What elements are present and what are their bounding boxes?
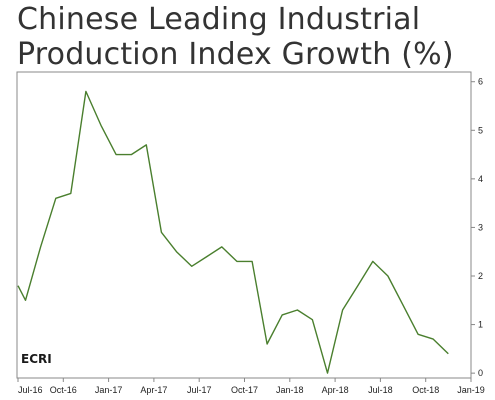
x-tick-label: Jul-16 — [18, 385, 43, 395]
x-tick-label: Jul-17 — [187, 385, 212, 395]
y-tick-label: 3 — [478, 222, 483, 232]
x-tick-label: Jan-18 — [276, 385, 304, 395]
y-tick-label: 6 — [478, 77, 483, 87]
x-tick-label: Oct-18 — [412, 385, 439, 395]
plot-frame — [16, 71, 472, 379]
chart-title-line1: Chinese Leading Industrial — [17, 2, 421, 37]
y-tick-label: 2 — [478, 271, 483, 281]
ecri-logo-text: ECRI — [21, 352, 52, 366]
y-tick-label: 0 — [478, 368, 483, 378]
x-tick-label: Jan-17 — [95, 385, 123, 395]
series-line — [17, 90, 449, 374]
chart-title-line2: Production Index Growth (%) — [17, 37, 454, 72]
x-tick-label: Apr-18 — [322, 385, 349, 395]
chart-title-text: Production Index Growth — [17, 37, 392, 72]
x-tick-label: Jul-18 — [368, 385, 393, 395]
ecri-logo: ECRI — [21, 352, 52, 366]
y-axis: 0 1 2 3 4 5 6 — [471, 77, 483, 378]
y-tick-label: 1 — [478, 320, 483, 330]
y-tick-label: 5 — [478, 125, 483, 135]
chart-title: Chinese Leading Industrial Production In… — [17, 2, 454, 72]
x-tick-label: Oct-16 — [50, 385, 77, 395]
x-axis: Jul-16 Oct-16 Jan-17 Apr-17 Jul-17 Oct-17 Jan-… — [17, 378, 485, 395]
chart-title-unit: (%) — [401, 37, 454, 72]
y-tick-label: 4 — [478, 174, 483, 184]
x-tick-label: Jan-19 — [457, 385, 485, 395]
x-tick-label: Apr-17 — [140, 385, 167, 395]
x-tick-label: Oct-17 — [231, 385, 258, 395]
